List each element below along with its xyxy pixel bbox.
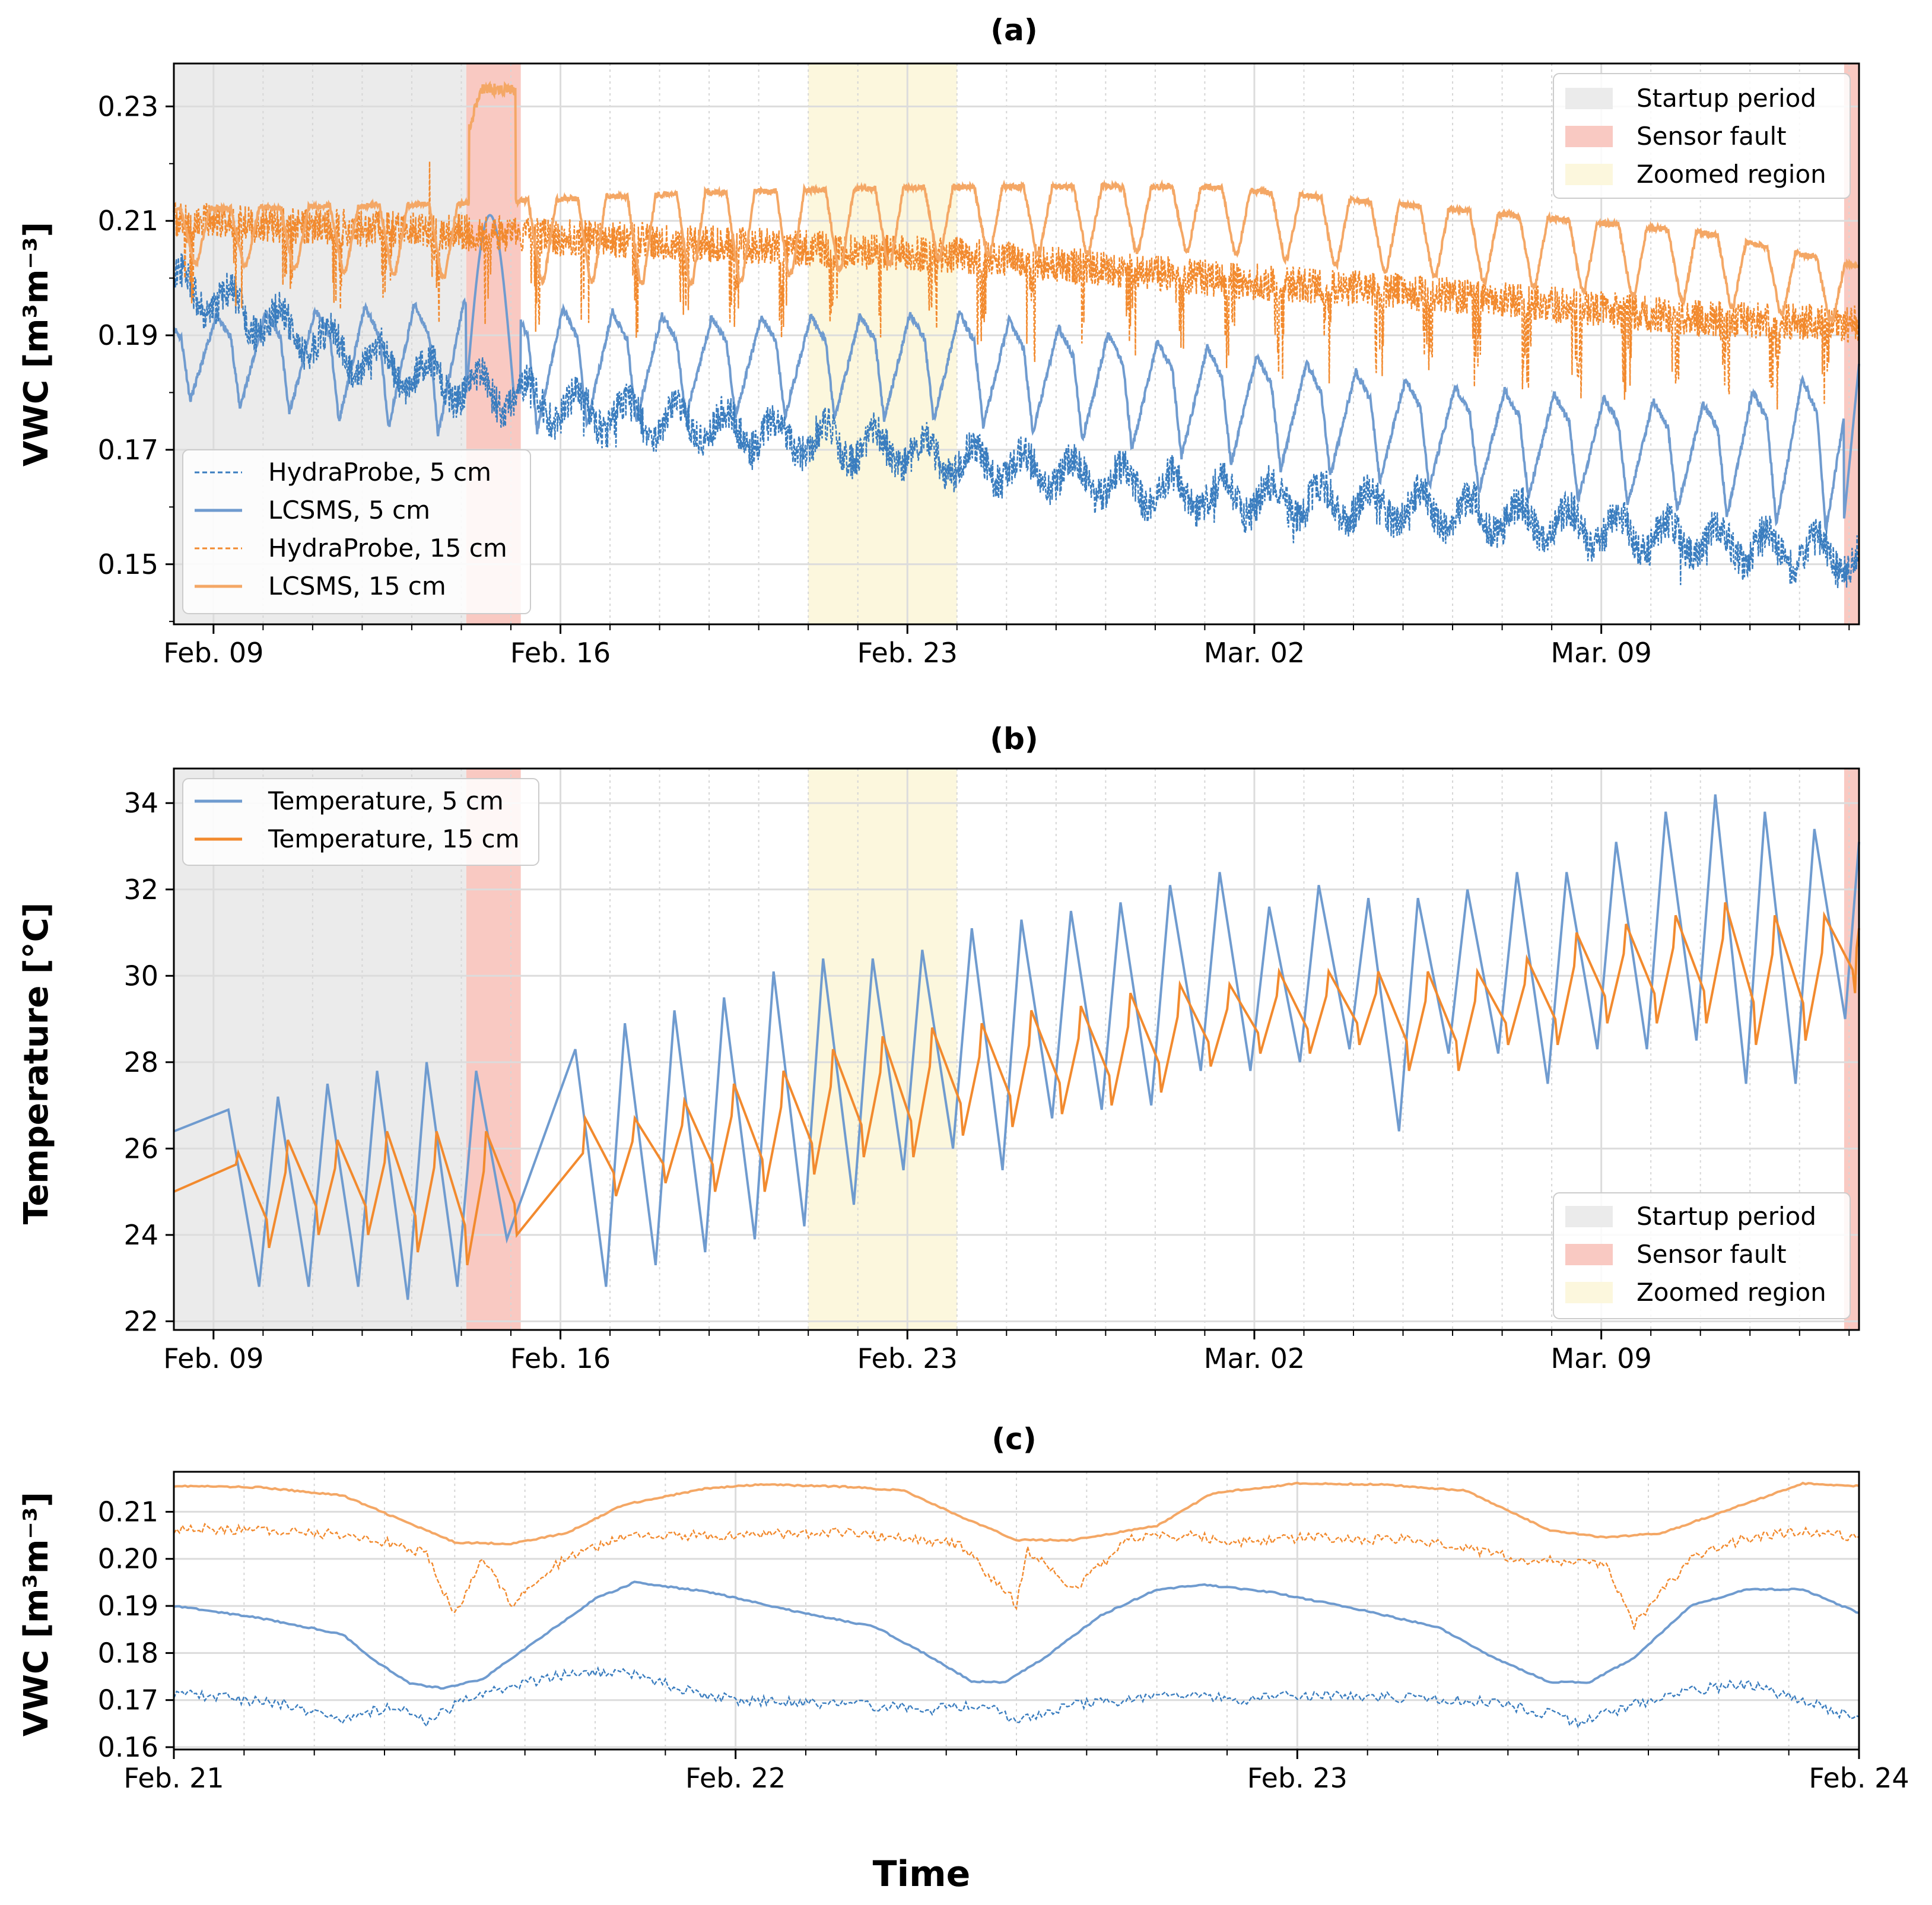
- a-ytick-label: 0.15: [98, 548, 158, 580]
- legend-label-zoom-b: Zoomed region: [1637, 1278, 1826, 1307]
- panel-b-legend-regions: Startup period Sensor fault Zoomed regio…: [1553, 1192, 1851, 1319]
- a-xtick-label: Mar. 02: [1204, 637, 1305, 669]
- b-xtick-label: Mar. 02: [1204, 1342, 1305, 1374]
- b-ytick-label: 30: [123, 960, 158, 992]
- a-ytick-label: 0.19: [98, 319, 158, 351]
- b-ytick-label: 24: [123, 1219, 158, 1251]
- c-ytick-label: 0.17: [98, 1684, 158, 1716]
- panel-b-ticks: 22 24 26 28 30 32 34 Feb. 09 Feb. 16 Feb. 23 Mar. …: [123, 787, 1850, 1374]
- a-ytick-label: 0.17: [98, 434, 158, 466]
- legend-swatch-fault: [1565, 126, 1613, 147]
- series-hydraprobe-15cm: [173, 161, 1860, 410]
- panel-c-title: (c): [992, 1422, 1036, 1456]
- b-ytick-label: 22: [123, 1305, 158, 1337]
- c-ytick-label: 0.19: [98, 1590, 158, 1622]
- c-xtick-label: Feb. 22: [685, 1762, 786, 1794]
- b-ytick-label: 26: [123, 1132, 158, 1164]
- panel-c-frame: [173, 1471, 1860, 1751]
- legend-label-startup: Startup period: [1637, 84, 1816, 113]
- panel-a: (a) VWC [m³m⁻³] 0.15 0.17 0.19 0.21 0.23 Feb.…: [17, 13, 1860, 669]
- b-xtick-label: Feb. 16: [510, 1342, 611, 1374]
- legend-label-hydra5: HydraProbe, 5 cm: [268, 458, 491, 487]
- series-lcsms-5cm: [173, 214, 1860, 534]
- panel-b-ylabel: Temperature [°C]: [17, 903, 56, 1225]
- legend-label-startup-b: Startup period: [1637, 1202, 1816, 1231]
- b-ytick-label: 28: [123, 1046, 158, 1078]
- a-xtick-label: Feb. 23: [857, 637, 958, 669]
- c-xtick-label: Feb. 21: [123, 1762, 224, 1794]
- legend-swatch-fault-b: [1565, 1244, 1613, 1265]
- panel-a-legend-regions: Startup period Sensor fault Zoomed regio…: [1553, 73, 1851, 199]
- panel-c-ylabel: VWC [m³m⁻³]: [17, 1492, 56, 1736]
- a-xtick-label: Feb. 09: [163, 637, 263, 669]
- panel-a-ticks: 0.15 0.17 0.19 0.21 0.23 Feb. 09 Feb. 16 Feb. 2…: [98, 90, 1850, 669]
- panel-b: (b) Temperature [°C] 22 24 26 28 30 32 34 Feb. …: [17, 722, 1860, 1374]
- b-xtick-label: Feb. 09: [163, 1342, 263, 1374]
- panel-c-grid: [173, 1472, 1860, 1750]
- c-ytick-label: 0.18: [98, 1637, 158, 1669]
- panel-c: (c) VWC [m³m⁻³] 0.16 0.17 0.18 0.19 0.20 0.21…: [17, 1422, 1909, 1794]
- legend-swatch-zoom: [1565, 164, 1613, 185]
- panel-a-ylabel: VWC [m³m⁻³]: [17, 222, 56, 466]
- b-xtick-label: Feb. 23: [857, 1342, 958, 1374]
- panel-c-ticks: 0.16 0.17 0.18 0.19 0.20 0.21 Feb. 21 Feb. 22 Fe…: [98, 1496, 1909, 1794]
- b-xtick-label: Mar. 09: [1550, 1342, 1651, 1374]
- shade-zoom: [808, 64, 957, 624]
- series-temperature-15cm: [173, 902, 1860, 1266]
- panel-b-title: (b): [990, 722, 1038, 756]
- panel-b-frame: [173, 767, 1860, 1331]
- legend-label-temp5: Temperature, 5 cm: [268, 786, 504, 815]
- legend-swatch-startup: [1565, 88, 1613, 109]
- legend-label-lcsms5: LCSMS, 5 cm: [268, 496, 430, 525]
- legend-label-fault: Sensor fault: [1637, 122, 1787, 151]
- b-ytick-label: 34: [123, 787, 158, 819]
- a-xtick-label: Mar. 09: [1550, 637, 1651, 669]
- series-zoom-lcsms-5cm: [173, 1580, 1860, 1690]
- series-zoom-hydraprobe-15cm: [173, 1522, 1860, 1630]
- series-zoom-hydraprobe-5cm: [173, 1666, 1860, 1730]
- c-ytick-label: 0.16: [98, 1731, 158, 1763]
- series-hydraprobe-5cm: [173, 253, 1860, 588]
- a-ytick-label: 0.23: [98, 90, 158, 122]
- series-lcsms-15cm: [173, 80, 1860, 323]
- b-ytick-label: 32: [123, 874, 158, 906]
- panel-a-series: [173, 80, 1860, 588]
- legend-label-zoom: Zoomed region: [1637, 160, 1826, 189]
- legend-label-lcsms15: LCSMS, 15 cm: [268, 572, 446, 601]
- c-xtick-label: Feb. 23: [1247, 1762, 1348, 1794]
- series-temperature-5cm: [173, 794, 1860, 1300]
- a-xtick-label: Feb. 16: [510, 637, 611, 669]
- legend-swatch-zoom-b: [1565, 1282, 1613, 1303]
- legend-label-hydra15: HydraProbe, 15 cm: [268, 534, 507, 563]
- panel-b-legend-series: Temperature, 5 cm Temperature, 15 cm: [182, 778, 539, 866]
- legend-label-temp15: Temperature, 15 cm: [268, 824, 520, 853]
- c-xtick-label: Feb. 24: [1809, 1762, 1909, 1794]
- figure-xlabel: Time: [873, 1853, 971, 1895]
- panel-c-series: [173, 1481, 1860, 1730]
- c-ytick-label: 0.21: [98, 1496, 158, 1528]
- legend-swatch-startup-b: [1565, 1206, 1613, 1227]
- panel-a-frame: [173, 62, 1860, 626]
- legend-label-fault-b: Sensor fault: [1637, 1240, 1787, 1269]
- a-ytick-label: 0.21: [98, 205, 158, 237]
- panel-b-series: [173, 794, 1860, 1300]
- panel-a-title: (a): [990, 13, 1037, 47]
- panel-a-legend-series: HydraProbe, 5 cm LCSMS, 5 cm HydraProbe,…: [182, 449, 531, 614]
- c-ytick-label: 0.20: [98, 1543, 158, 1575]
- series-zoom-lcsms-15cm: [173, 1481, 1860, 1546]
